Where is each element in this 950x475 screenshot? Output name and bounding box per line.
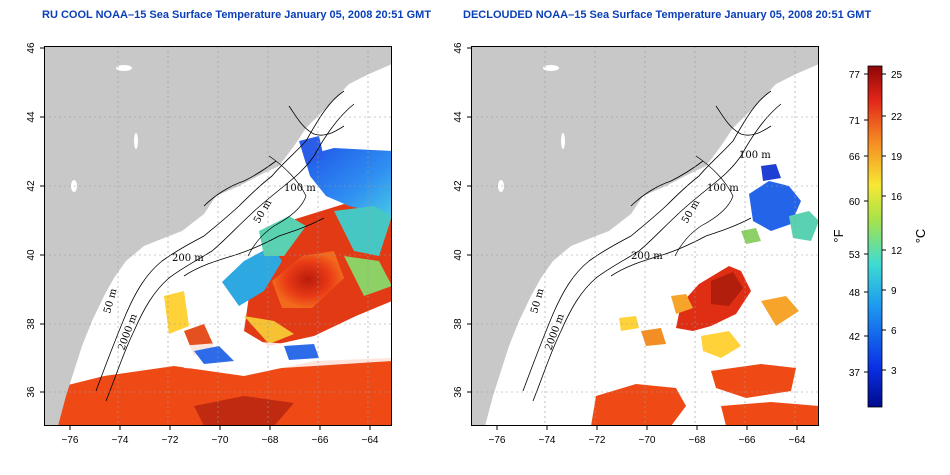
raw-sst-map-panel: 100 m 50 m 200 m 50 m 2000 m [44,46,392,426]
colorbar-celsius-labels: 25 22 19 16 12 9 6 3 [891,70,903,377]
map-frame [471,46,819,426]
fahrenheit-tick-label: 60 [849,197,861,208]
fahrenheit-tick-label: 37 [849,368,861,379]
lon-tick-label: −76 [489,435,506,446]
lon-tick-label: −64 [362,435,379,446]
celsius-tick-label: 25 [891,70,903,81]
map-frame [44,46,392,426]
right-lat-axis [467,47,471,393]
lat-tick-label: 42 [453,180,464,192]
celsius-tick-label: 9 [891,286,897,297]
fahrenheit-tick-label: 71 [849,116,861,127]
left-lat-axis [40,47,44,393]
lon-tick-label: −70 [639,435,656,446]
colorbar-celsius-ticks [882,73,886,371]
isobath-label: 100 m [739,150,771,161]
lon-tick-label: −66 [739,435,756,446]
lat-tick-label: 38 [453,318,464,330]
left-lat-tick-labels: 36 38 40 42 44 46 [26,42,37,398]
celsius-tick-label: 6 [891,326,897,337]
lat-tick-label: 46 [26,42,37,54]
temperature-colorbar: 77 71 66 60 53 48 42 37 25 22 19 16 12 9… [831,65,928,408]
left-lon-tick-labels: −76 −74 −72 −70 −68 −66 −64 [62,435,379,446]
isobath-lines [522,90,782,402]
lat-tick-label: 46 [453,42,464,54]
fahrenheit-tick-label: 48 [849,288,861,299]
lon-tick-label: −68 [262,435,279,446]
lat-tick-label: 36 [26,386,37,398]
lon-tick-label: −70 [212,435,229,446]
right-lon-axis [496,426,798,430]
fahrenheit-tick-label: 53 [849,250,861,261]
colorbar-gradient [867,65,883,408]
right-lon-tick-labels: −76 −74 −72 −70 −68 −66 −64 [489,435,806,446]
isobath-lines [95,90,355,402]
lon-tick-label: −76 [62,435,79,446]
lon-tick-label: −72 [162,435,179,446]
right-map-title: DECLOUDED NOAA–15 Sea Surface Temperatur… [463,9,872,21]
right-lat-tick-labels: 36 38 40 42 44 46 [453,42,464,398]
graticule [471,46,819,426]
isobath-label: 100 m [707,183,739,194]
sst-warm-patches [591,266,819,426]
colorbar-fahrenheit-labels: 77 71 66 60 53 48 42 37 [849,70,861,379]
celsius-tick-label: 16 [891,192,903,203]
left-map-title: RU COOL NOAA–15 Sea Surface Temperature … [42,9,432,21]
land-mass [471,46,819,426]
land-mass [44,46,392,426]
lat-tick-label: 36 [453,386,464,398]
isobath-label: 200 m [172,253,204,264]
graticule [44,46,392,426]
lon-tick-label: −74 [112,435,129,446]
lat-tick-label: 44 [453,111,464,123]
lon-tick-label: −74 [539,435,556,446]
fahrenheit-unit-label: °F [831,229,846,242]
raw-sst-map: 100 m 50 m 200 m 50 m 2000 m [44,46,392,426]
declouded-sst-map: 100 m 100 m 50 m 200 m 50 m 2000 m [471,46,819,426]
isobath-label: 200 m [631,251,663,262]
celsius-tick-label: 19 [891,152,903,163]
fahrenheit-tick-label: 77 [849,70,861,81]
lon-tick-label: −72 [589,435,606,446]
lat-tick-label: 40 [453,249,464,261]
isobath-label: 100 m [284,183,316,194]
lat-tick-label: 42 [26,180,37,192]
declouded-sst-map-panel: 100 m 100 m 50 m 200 m 50 m 2000 m [471,46,819,426]
celsius-tick-label: 3 [891,366,897,377]
sst-cold-patches [741,164,819,244]
colorbar-fahrenheit-ticks [864,73,868,373]
fahrenheit-tick-label: 66 [849,152,861,163]
celsius-unit-label: °C [913,229,928,244]
celsius-tick-label: 22 [891,112,903,123]
left-lon-axis [69,426,371,430]
lon-tick-label: −64 [789,435,806,446]
fahrenheit-tick-label: 42 [849,332,861,343]
lat-tick-label: 44 [26,111,37,123]
lon-tick-label: −66 [312,435,329,446]
lat-tick-label: 40 [26,249,37,261]
celsius-tick-label: 12 [891,246,903,257]
lat-tick-label: 38 [26,318,37,330]
lon-tick-label: −68 [689,435,706,446]
